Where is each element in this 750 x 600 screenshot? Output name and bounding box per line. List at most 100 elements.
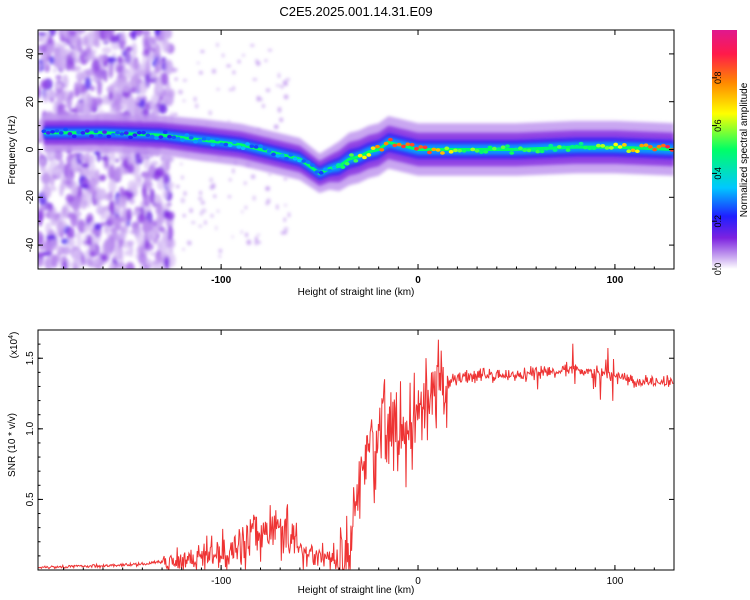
spectrogram-ridge-point bbox=[145, 133, 151, 138]
spectrogram-noise-blob bbox=[264, 59, 268, 62]
spectrogram-ridge-point bbox=[128, 135, 133, 140]
spectrogram-noise-blob bbox=[149, 251, 156, 256]
spectrogram-noise-blob bbox=[48, 30, 57, 37]
spectrogram-ridge-point bbox=[470, 147, 476, 152]
spectrogram-noise-blob bbox=[161, 56, 167, 63]
spectrogram-noise-blob bbox=[164, 59, 174, 75]
spectrogram-ridge-point bbox=[561, 145, 567, 150]
spectrogram-noise-blob bbox=[150, 160, 159, 166]
spectrogram-noise-blob bbox=[126, 49, 131, 66]
spectrogram-ridge-point bbox=[366, 153, 372, 157]
spectrogram-noise-blob bbox=[240, 230, 244, 234]
spectrogram-ridge-point bbox=[557, 144, 562, 149]
spectrogram-noise-blob bbox=[168, 215, 174, 221]
spectrogram-noise-blob bbox=[156, 240, 166, 251]
spectrogram-noise-blob bbox=[101, 46, 112, 54]
colorbar-tick-label: 0.2 bbox=[713, 215, 723, 228]
colorbar-label: Normalized spectral amplitude bbox=[739, 82, 750, 217]
spectrogram-noise-blob bbox=[68, 30, 77, 37]
spectrogram-ridge-point bbox=[531, 148, 536, 152]
spectrogram-noise-blob bbox=[67, 238, 75, 248]
spectrogram-noise-blob bbox=[54, 168, 63, 178]
spectrogram-noise-blob bbox=[213, 194, 217, 198]
spectrogram-ridge-point bbox=[349, 153, 354, 157]
spectrogram-noise-blob bbox=[199, 211, 203, 216]
spectrogram-x-tick-label: -100 bbox=[211, 275, 231, 286]
spectrogram-ridge-point bbox=[591, 146, 597, 150]
spectrogram-noise-blob bbox=[145, 258, 152, 269]
spectrogram-noise-blob bbox=[149, 188, 155, 204]
spectrogram-noise-blob bbox=[38, 45, 44, 52]
spectrogram-noise-blob bbox=[117, 55, 123, 65]
spectrogram-noise-blob bbox=[119, 232, 127, 240]
spectrogram-ridge-point bbox=[93, 129, 99, 134]
snr-y-tick-label: 0.5 bbox=[25, 492, 36, 506]
spectrogram-ridge-point bbox=[149, 134, 155, 139]
spectrogram-ridge-point bbox=[171, 135, 177, 140]
spectrogram-noise-blob bbox=[155, 202, 163, 216]
spectrogram-ridge-point bbox=[379, 147, 385, 152]
spectrogram-noise-blob bbox=[114, 158, 120, 163]
spectrogram-ridge-point bbox=[604, 146, 610, 150]
spectrogram-ridge-point bbox=[314, 170, 320, 174]
spectrogram-noise-blob bbox=[167, 202, 172, 207]
spectrogram-noise-blob bbox=[125, 46, 133, 52]
spectrogram-noise-blob bbox=[256, 233, 261, 236]
spectrogram-noise-blob bbox=[114, 206, 122, 214]
spectrogram-noise-blob bbox=[232, 85, 235, 91]
spectrogram-ridge-point bbox=[634, 149, 640, 154]
spectrogram-noise-blob bbox=[221, 53, 225, 58]
spectrogram-noise-blob bbox=[137, 70, 147, 76]
spectrogram-y-tick-label: 0 bbox=[25, 146, 36, 152]
spectrogram-noise-blob bbox=[138, 245, 145, 256]
spectrogram-noise-blob bbox=[39, 157, 46, 168]
spectrogram-noise-blob bbox=[99, 174, 107, 180]
spectrogram-noise-blob bbox=[91, 59, 101, 74]
spectrogram-noise-blob bbox=[106, 63, 112, 71]
spectrogram-noise-blob bbox=[198, 224, 203, 228]
spectrogram-noise-blob bbox=[254, 236, 258, 243]
spectrogram-noise-blob bbox=[96, 191, 104, 199]
spectrogram-noise-blob bbox=[250, 174, 256, 180]
snr-y-axis-label: SNR (10 * v/v) bbox=[7, 413, 18, 477]
spectrogram-ridge-point bbox=[414, 146, 419, 151]
spectrogram-noise-blob bbox=[89, 177, 97, 191]
spectrogram-noise-blob bbox=[182, 99, 186, 103]
spectrogram-noise-blob bbox=[86, 93, 92, 109]
spectrogram-ridge-point bbox=[89, 134, 94, 138]
spectrogram-ridge-point bbox=[427, 150, 432, 155]
spectrogram-ridge-point bbox=[54, 129, 60, 133]
spectrogram-noise-blob bbox=[149, 37, 157, 45]
spectrogram-noise-blob bbox=[89, 85, 95, 92]
spectrogram-noise-blob bbox=[73, 65, 82, 72]
spectrogram-noise-blob bbox=[215, 225, 218, 231]
spectrogram-ridge-point bbox=[97, 133, 103, 138]
spectrogram-noise-blob bbox=[103, 238, 113, 253]
spectrogram-noise-blob bbox=[38, 85, 41, 100]
snr-x-axis-label: Height of straight line (km) bbox=[298, 585, 415, 596]
spectrogram-noise-blob bbox=[283, 217, 286, 222]
spectrogram-noise-blob bbox=[125, 98, 135, 112]
spectrogram-ridge-point bbox=[362, 155, 367, 160]
spectrogram-noise-blob bbox=[92, 37, 99, 47]
spectrogram-noise-blob bbox=[69, 108, 78, 113]
spectrogram-noise-blob bbox=[97, 198, 102, 214]
spectrogram-noise-blob bbox=[245, 232, 249, 238]
spectrogram-noise-blob bbox=[155, 166, 165, 177]
spectrogram-ridge-point bbox=[141, 130, 146, 135]
spectrogram-noise-blob bbox=[130, 221, 140, 230]
spectrogram-noise-blob bbox=[155, 44, 161, 58]
spectrogram-ridge-point bbox=[158, 135, 164, 139]
spectrogram-noise-blob bbox=[77, 219, 85, 232]
spectrogram-noise-blob bbox=[45, 43, 54, 55]
spectrogram-ridge-point bbox=[180, 138, 185, 142]
spectrogram-ridge-point bbox=[232, 140, 237, 145]
spectrogram-ridge-point bbox=[123, 131, 129, 135]
spectrogram-ridge-point bbox=[608, 146, 614, 150]
spectrogram-ridge-point bbox=[595, 143, 601, 148]
spectrogram-noise-blob bbox=[51, 254, 59, 269]
spectrogram-noise-blob bbox=[60, 42, 69, 48]
spectrogram-noise-blob bbox=[108, 165, 115, 180]
spectrogram-noise-blob bbox=[265, 200, 269, 206]
spectrogram-noise-blob bbox=[216, 42, 219, 48]
